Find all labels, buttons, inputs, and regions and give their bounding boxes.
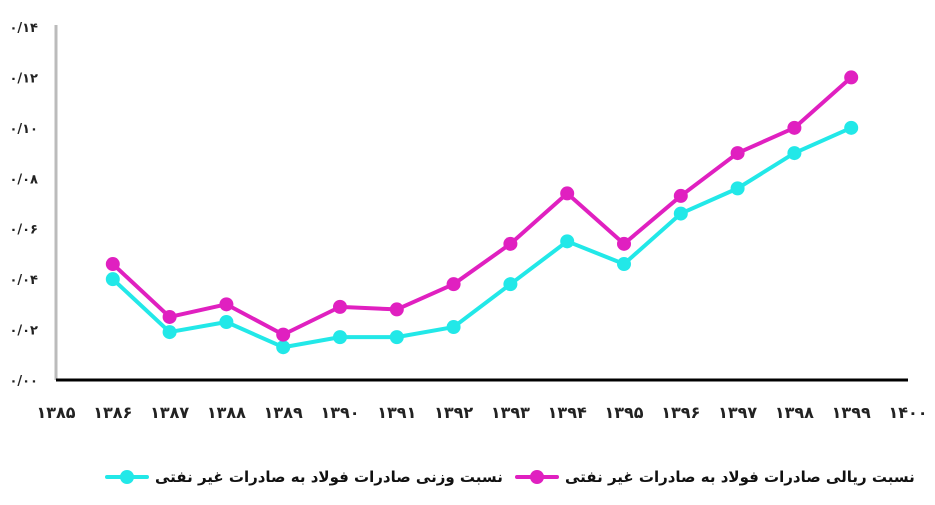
legend-label-rial: نسبت ریالی صادرات فولاد به صادرات غیر نف… xyxy=(565,468,915,486)
series-line xyxy=(111,75,853,337)
x-tick-label: ۱۳۸۵ xyxy=(36,403,75,422)
x-tick-label: ۱۳۹۳ xyxy=(491,403,530,422)
line-chart: ۰/۰۰۰/۰۲۰/۰۴۰/۰۶۰/۰۸۰/۱۰۰/۱۲۰/۱۴ ۱۳۸۵ ۱۳۸… xyxy=(9,21,927,422)
data-point xyxy=(787,120,802,135)
x-tick-label: ۱۳۹۵ xyxy=(604,403,643,422)
y-tick-label: ۰/۱۴ xyxy=(9,21,38,36)
legend-item-weight: نسبت وزنی صادرات فولاد به صادرات غیر نفت… xyxy=(105,468,503,486)
data-point xyxy=(105,257,120,272)
series-group xyxy=(105,70,859,355)
y-tick-label: ۰/۰۲ xyxy=(9,324,38,339)
data-point xyxy=(503,277,518,292)
legend-marker-cyan-icon xyxy=(105,470,149,484)
data-point xyxy=(276,340,291,355)
data-point xyxy=(617,236,631,251)
data-point xyxy=(730,146,745,161)
x-tick-label: ۱۳۸۶ xyxy=(93,403,132,422)
data-point xyxy=(673,206,688,221)
x-tick-label: ۱۳۸۷ xyxy=(150,403,189,422)
x-tick-labels: ۱۳۸۵ ۱۳۸۶ ۱۳۸۷ ۱۳۸۸ ۱۳۸۹ ۱۳۹۰ ۱۳۹۱ ۱۳۹۲ ۱۳۹۳ ۱۳۹۴… xyxy=(36,403,927,422)
data-point xyxy=(219,315,234,330)
data-point xyxy=(787,146,802,161)
x-tick-label: ۱۳۹۰ xyxy=(320,403,359,422)
x-tick-label: ۱۳۹۶ xyxy=(661,403,700,422)
y-tick-label: ۰/۱۰ xyxy=(9,122,38,137)
data-point xyxy=(844,120,859,135)
data-point xyxy=(333,299,347,314)
data-point xyxy=(617,257,631,272)
data-point xyxy=(389,302,404,317)
data-point xyxy=(730,181,745,196)
data-point xyxy=(162,309,177,324)
data-point xyxy=(162,325,177,340)
x-tick-label: ۱۴۰۰ xyxy=(888,403,927,422)
data-point xyxy=(673,188,688,203)
y-tick-label: ۰/۰۶ xyxy=(9,223,38,238)
data-point xyxy=(105,272,120,287)
series-line xyxy=(111,126,853,350)
x-tick-label: ۱۳۹۷ xyxy=(718,403,757,422)
y-tick-label: ۰/۰۸ xyxy=(9,172,38,187)
data-point xyxy=(503,236,518,251)
x-tick-label: ۱۳۹۸ xyxy=(775,403,814,422)
data-point xyxy=(844,70,859,85)
legend-item-rial: نسبت ریالی صادرات فولاد به صادرات غیر نف… xyxy=(515,468,915,486)
data-point xyxy=(446,277,461,292)
data-point xyxy=(560,234,575,249)
x-tick-label: ۱۳۸۹ xyxy=(264,403,303,422)
data-point xyxy=(389,330,404,345)
legend-marker-magenta-icon xyxy=(515,470,559,484)
data-point xyxy=(446,320,461,335)
x-tick-label: ۱۳۸۸ xyxy=(207,403,246,422)
y-tick-labels: ۰/۰۰ ۰/۰۲ ۰/۰۴ ۰/۰۶ ۰/۰۸ ۰/۱۰ ۰/۱۲ ۰/۱۴ xyxy=(9,21,38,389)
y-tick-label: ۰/۰۴ xyxy=(9,273,38,288)
x-tick-label: ۱۳۹۲ xyxy=(434,403,473,422)
data-point xyxy=(333,330,347,345)
x-tick-label: ۱۳۹۹ xyxy=(832,403,871,422)
data-point xyxy=(560,186,575,201)
legend-label-weight: نسبت وزنی صادرات فولاد به صادرات غیر نفت… xyxy=(155,468,503,486)
y-tick-label: ۰/۰۰ xyxy=(9,374,38,389)
data-point xyxy=(276,327,291,342)
x-tick-label: ۱۳۹۱ xyxy=(377,403,416,422)
y-tick-label: ۰/۱۲ xyxy=(9,71,38,86)
x-tick-label: ۱۳۹۴ xyxy=(548,403,587,422)
data-point xyxy=(219,297,234,312)
